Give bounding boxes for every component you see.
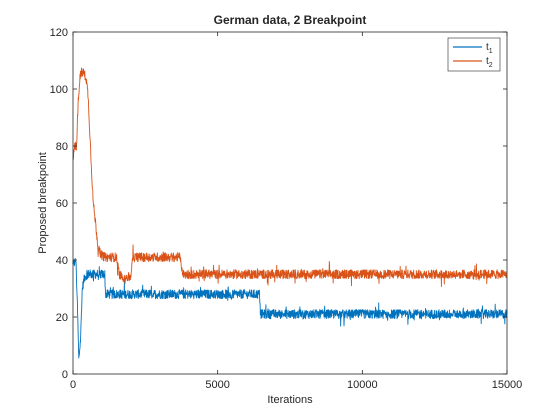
x-tick-label-0: 0	[70, 379, 76, 391]
legend-label-sub-0: 1	[489, 48, 493, 55]
series-line-t2	[72, 67, 508, 287]
y-tick-label-6: 120	[50, 27, 68, 39]
plot-background	[73, 32, 507, 374]
chart-title: German data, 2 Breakpoint	[214, 13, 367, 27]
y-tick-label-1: 20	[56, 312, 68, 324]
y-tick-label-2: 40	[56, 255, 68, 267]
x-tick-label-2: 10000	[347, 379, 378, 391]
legend-box	[447, 37, 501, 72]
legend-label-base-1: t	[486, 56, 489, 67]
plot-area	[72, 31, 508, 375]
legend-label-t1: t1	[486, 42, 493, 55]
y-axis-label: Proposed breakpoint	[37, 152, 49, 254]
x-tick-label-1: 5000	[205, 379, 229, 391]
legend-label-sub-1: 2	[489, 62, 493, 69]
y-tick-label-3: 60	[56, 198, 68, 210]
x-axis: 0 5000 10000 15000	[70, 32, 522, 391]
x-axis-label: Iterations	[267, 394, 313, 406]
y-tick-label-5: 100	[50, 84, 68, 96]
legend-label-base-0: t	[486, 42, 489, 53]
y-axis: 0 20 40 60 80 100 120	[50, 27, 507, 381]
legend-label-t2: t2	[486, 56, 493, 69]
series-layer	[72, 67, 508, 359]
y-tick-label-0: 0	[62, 369, 68, 381]
x-tick-label-3: 15000	[492, 379, 523, 391]
y-tick-label-4: 80	[56, 141, 68, 153]
series-line-t1	[72, 257, 508, 359]
